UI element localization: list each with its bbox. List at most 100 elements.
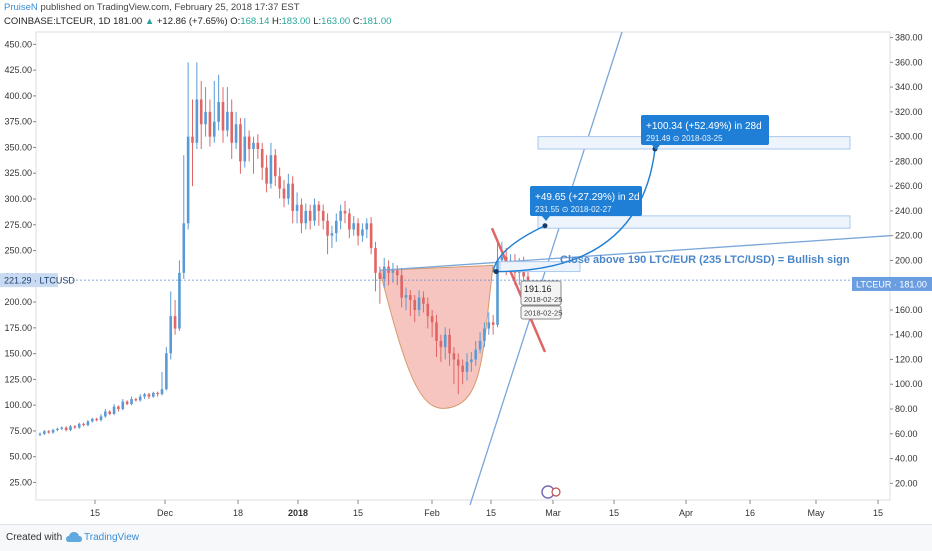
footer: Created with TradingView <box>0 524 932 551</box>
left-tick-label: 300.00 <box>4 194 32 204</box>
breakout-box <box>499 261 581 273</box>
candle-body <box>308 210 312 221</box>
candles <box>38 62 530 437</box>
candle-body <box>239 124 242 162</box>
candle-body <box>82 423 85 426</box>
candle-body <box>221 101 225 131</box>
left-tick-label: 350.00 <box>4 142 32 152</box>
candle-body <box>121 401 125 409</box>
candle-body <box>361 229 364 236</box>
candle-body <box>169 316 173 354</box>
symbol-label[interactable]: COINBASE:LTCEUR, 1D <box>4 16 111 27</box>
candle-body <box>217 101 220 122</box>
candle-body <box>456 359 460 366</box>
candle-body <box>369 223 373 249</box>
candle-body <box>452 353 456 360</box>
candle-body <box>470 359 473 362</box>
x-tick-label: 15 <box>609 508 619 518</box>
candle-body <box>247 136 251 149</box>
candle-body <box>348 213 351 230</box>
candle-body <box>295 204 299 211</box>
author-link[interactable]: PruiseN <box>4 2 38 13</box>
x-tick-label: 2018 <box>288 508 308 518</box>
left-tick-label: 75.00 <box>9 426 32 436</box>
candle-body <box>99 416 103 421</box>
candle-body <box>265 167 268 184</box>
projection-short <box>492 225 546 272</box>
candle-body <box>282 188 286 199</box>
publish-line: PruiseN published on TradingView.com, Fe… <box>4 2 300 13</box>
left-tick-label: 200.00 <box>4 297 32 307</box>
candle-body <box>448 334 451 354</box>
right-tick-label: 300.00 <box>895 132 923 142</box>
price-note-value: 191.16 <box>524 284 552 294</box>
date-note-box <box>520 305 562 320</box>
candle-body <box>435 322 438 341</box>
right-tick-label: 380.00 <box>895 33 923 43</box>
candle-body <box>269 155 273 184</box>
right-tick-label: 260.00 <box>895 181 923 191</box>
right-tick-label: 340.00 <box>895 82 923 92</box>
candle-body <box>38 433 42 435</box>
x-tick-label: 18 <box>233 508 243 518</box>
x-tick-label: May <box>807 508 825 518</box>
ltcusd-marker: 221.29 · LTCUSD <box>4 276 75 286</box>
last-price: 181.00 <box>113 16 143 27</box>
label-box-2d <box>530 186 642 216</box>
left-tick-label: 175.00 <box>4 323 32 333</box>
candle-body <box>278 176 281 189</box>
candle-body <box>287 183 290 199</box>
left-tick-label: 100.00 <box>4 400 32 410</box>
ltceur-marker: LTCEUR · 181.00 <box>856 279 927 289</box>
right-tick-label: 200.00 <box>895 255 923 265</box>
tradingview-cloud-icon <box>66 532 82 542</box>
label-28d-sub: 291.49 ⊙ 2018-03-25 <box>646 134 723 143</box>
change-arrow-icon: ▲ <box>144 16 155 27</box>
candle-body <box>273 155 277 177</box>
candle-body <box>69 426 72 431</box>
candle-body <box>321 210 325 221</box>
candle-body <box>243 136 247 162</box>
candle-body <box>64 427 68 431</box>
label-28d-pointer <box>652 145 660 150</box>
low-value: 163.00 <box>321 16 351 27</box>
left-tick-label: 25.00 <box>9 477 32 487</box>
candle-body <box>208 111 212 137</box>
candle-body <box>173 316 177 329</box>
candle-body <box>391 270 395 273</box>
low-label: L: <box>313 16 322 27</box>
candle-body <box>182 223 186 273</box>
x-tick-label: 16 <box>745 508 755 518</box>
left-tick-label: 275.00 <box>4 220 32 230</box>
bullish-note: Close above 190 LTC/EUR (235 LTC/USD) = … <box>560 254 850 266</box>
open-value: 168.14 <box>240 16 270 27</box>
right-tick-label: 140.00 <box>895 330 923 340</box>
candle-body <box>160 389 164 395</box>
event-marker-icon[interactable] <box>551 487 561 497</box>
x-tick-label: 15 <box>90 508 100 518</box>
candle-body <box>291 183 295 211</box>
chart-header: PruiseN published on TradingView.com, Fe… <box>0 0 932 30</box>
candle-body <box>252 142 255 149</box>
candle-body <box>330 233 334 236</box>
candle-body <box>143 394 146 397</box>
axes: 15 Dec 18 2018 15 Feb 15 Mar 15 Apr 16 May 15 25.00 50… <box>0 33 932 518</box>
footer-brand[interactable]: TradingView <box>84 532 140 543</box>
ltcusd-marker-bg <box>0 273 58 288</box>
right-tick-label: 20.00 <box>895 478 918 488</box>
candle-body <box>426 303 430 317</box>
candle-body <box>234 124 238 143</box>
close-label: C: <box>352 16 363 27</box>
target-point-1 <box>542 223 548 229</box>
candle-body <box>382 266 386 279</box>
label-box-28d <box>641 115 769 145</box>
price-note-date: 2018-02-25 <box>524 295 562 304</box>
candle-body <box>404 295 408 298</box>
candle-body <box>400 275 403 298</box>
left-tick-label: 150.00 <box>4 349 32 359</box>
candle-body <box>186 136 190 224</box>
candle-body <box>326 220 329 236</box>
plot-frame <box>35 31 891 501</box>
price-chart[interactable]: 15 Dec 18 2018 15 Feb 15 Mar 15 Apr 16 May 15 25.00 50… <box>0 0 932 524</box>
candle-body <box>304 210 308 224</box>
